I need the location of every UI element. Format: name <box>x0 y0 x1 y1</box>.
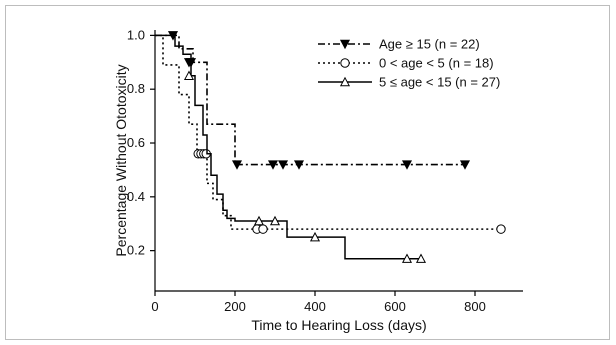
censor-marker <box>258 224 268 234</box>
censor-marker <box>401 253 413 263</box>
legend-label: 0 < age < 5 (n = 18) <box>379 56 494 71</box>
y-axis-title: Percentage Without Ototoxicity <box>113 64 129 256</box>
ticks: 0 200 400 600 800 0.2 0.4 0.6 0.8 1.0 <box>127 27 486 314</box>
y-tick-label: 0.8 <box>127 81 145 96</box>
censor-marker <box>293 160 305 170</box>
series-0 <box>155 31 471 170</box>
censor-marker <box>459 160 471 170</box>
legend-item: 5 ≤ age < 15 (n = 27) <box>318 75 500 90</box>
censor-marker <box>231 160 243 170</box>
legend-marker <box>339 39 351 50</box>
censor-marker <box>277 160 289 170</box>
legend-marker <box>340 58 350 68</box>
y-tick-label: 0.2 <box>127 243 145 258</box>
legend: Age ≥ 15 (n = 22) 0 < age < 5 (n = 18) 5 ≤… <box>318 37 500 90</box>
figure-frame <box>5 5 610 340</box>
axes <box>154 30 523 292</box>
legend-marker <box>339 76 351 87</box>
x-tick-label: 400 <box>304 299 326 314</box>
censor-marker <box>267 160 279 170</box>
censor-marker <box>401 160 413 170</box>
x-tick-label: 600 <box>384 299 406 314</box>
legend-item: Age ≥ 15 (n = 22) <box>318 37 480 52</box>
y-tick-label: 0.6 <box>127 135 145 150</box>
legend-label: 5 ≤ age < 15 (n = 27) <box>379 75 500 90</box>
censor-marker <box>183 70 195 80</box>
censor-marker <box>309 231 321 242</box>
x-tick-label: 200 <box>224 299 246 314</box>
x-tick-label: 800 <box>464 299 486 314</box>
legend-label: Age ≥ 15 (n = 22) <box>379 37 480 52</box>
x-axis-title: Time to Hearing Loss (days) <box>251 317 426 333</box>
series-layer <box>155 31 506 263</box>
censor-marker <box>269 215 281 226</box>
censor-marker <box>253 215 265 226</box>
series-line <box>155 34 467 166</box>
series-1 <box>155 34 506 234</box>
legend-item: 0 < age < 5 (n = 18) <box>318 56 494 71</box>
y-tick-label: 0.4 <box>127 189 145 204</box>
series-2 <box>155 34 427 263</box>
x-tick-label: 0 <box>151 299 158 314</box>
censor-marker <box>415 253 427 263</box>
y-tick-label: 1.0 <box>127 27 145 42</box>
censor-marker <box>496 224 506 234</box>
